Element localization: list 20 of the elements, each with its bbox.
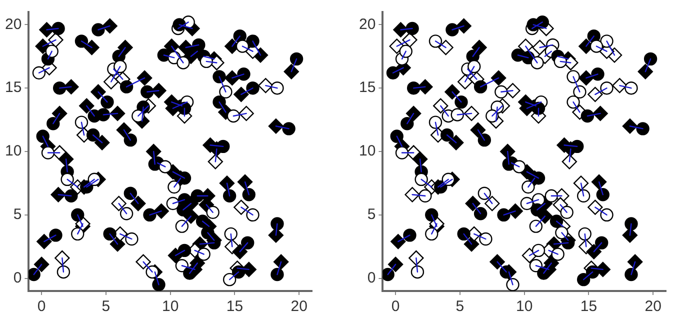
y-tick-label: 15 [358, 79, 376, 96]
x-tick-label: 15 [226, 298, 244, 316]
y-tick-label: 10 [358, 142, 376, 160]
x-tick-label: 10 [516, 298, 533, 316]
x-tick-label: 5 [102, 298, 110, 316]
y-tick-label: 0 [367, 269, 376, 286]
x-tick-label: 5 [456, 298, 464, 316]
x-tick-label: 10 [162, 298, 179, 316]
x-tick-label: 0 [37, 298, 46, 316]
x-tick-label: 20 [290, 298, 308, 316]
x-tick-label: 15 [580, 298, 598, 316]
x-tick-label: 0 [391, 298, 400, 316]
y-tick-label: 20 [358, 16, 376, 33]
y-tick-label: 0 [13, 269, 22, 286]
y-tick-label: 5 [13, 206, 22, 224]
y-tick-label: 10 [4, 142, 22, 160]
y-tick-label: 20 [4, 16, 22, 33]
y-tick-label: 5 [367, 206, 376, 224]
y-tick-label: 15 [4, 79, 22, 96]
x-tick-label: 20 [644, 298, 662, 316]
